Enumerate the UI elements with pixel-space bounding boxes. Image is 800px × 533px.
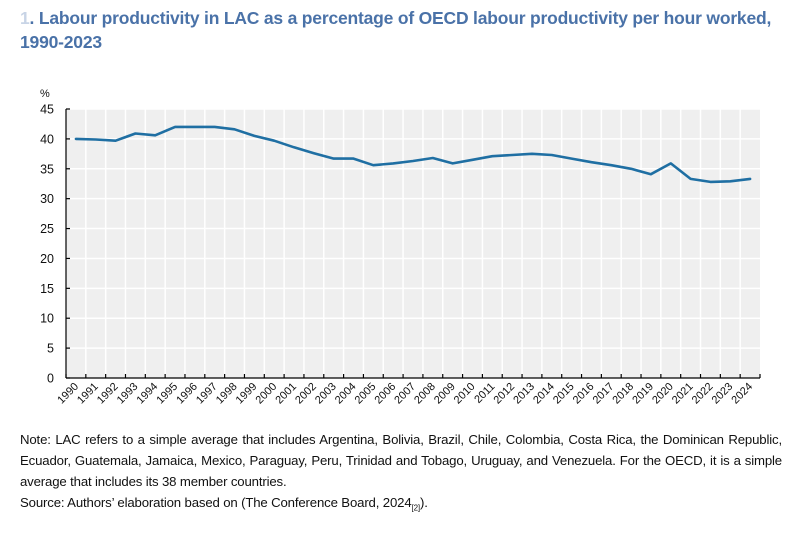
source-ref: [2] (411, 503, 421, 513)
gridlines (66, 108, 760, 378)
x-tick-label: 2000 (254, 381, 280, 407)
plot-area (66, 109, 760, 378)
x-tick-label: 2018 (610, 381, 636, 407)
x-tick-label: 2022 (690, 381, 716, 407)
x-tick-label: 2013 (511, 381, 537, 407)
x-tick-label: 2003 (313, 381, 339, 407)
y-axis-label: % (40, 88, 50, 100)
source-close: ). (419, 495, 428, 510)
x-tick-label: 1994 (135, 381, 161, 407)
y-tick-label: 45 (40, 103, 54, 117)
y-tick-label: 5 (47, 342, 54, 356)
y-tick-label: 0 (47, 372, 54, 386)
x-tick-label: 1999 (234, 381, 260, 407)
x-axis: 1990199119921993199419951996199719981999… (55, 374, 761, 407)
y-tick-label: 25 (40, 222, 54, 236)
y-tick-label: 15 (40, 282, 54, 296)
chart-note: Note: LAC refers to a simple average tha… (20, 429, 782, 492)
x-tick-label: 2017 (591, 381, 617, 407)
x-tick-label: 1991 (75, 381, 101, 407)
x-tick-label: 2002 (293, 381, 319, 407)
x-tick-label: 2019 (630, 381, 656, 407)
x-tick-label: 2016 (571, 381, 597, 407)
x-tick-label: 2009 (432, 381, 458, 407)
chart-source: Source: Authors’ elaboration based on (T… (20, 492, 428, 519)
x-tick-label: 2010 (452, 381, 478, 407)
x-tick-label: 2008 (412, 381, 438, 407)
x-tick-label: 2015 (551, 381, 577, 407)
y-tick-label: 20 (40, 252, 54, 266)
x-tick-label: 2011 (472, 381, 497, 406)
y-tick-label: 35 (40, 162, 54, 176)
note-text: Note: LAC refers to a simple average tha… (20, 432, 782, 489)
x-tick-label: 2006 (372, 381, 398, 407)
x-tick-label: 2012 (491, 381, 517, 407)
x-tick-label: 2023 (710, 381, 736, 407)
x-tick-label: 1997 (194, 381, 220, 407)
x-tick-label: 1993 (115, 381, 141, 407)
x-tick-label: 2001 (273, 381, 299, 407)
x-tick-label: 1998 (214, 381, 240, 407)
y-tick-label: 10 (40, 312, 54, 326)
x-tick-label: 1992 (95, 381, 121, 407)
y-tick-label: 40 (40, 132, 54, 146)
x-tick-label: 2020 (650, 381, 676, 407)
y-axis: 0 5 10 15 20 25 30 35 40 45 (40, 103, 70, 386)
x-tick-label: 1990 (55, 381, 81, 407)
x-tick-label: 2005 (353, 381, 379, 407)
x-tick-label: 2021 (670, 381, 696, 407)
chart-title: 1. Labour productivity in LAC as a perce… (20, 6, 790, 54)
source-text: Source: Authors’ elaboration based on (T… (20, 495, 412, 510)
y-tick-label: 30 (40, 192, 54, 206)
x-tick-label: 1995 (154, 381, 180, 407)
x-tick-label: 2024 (729, 381, 755, 407)
x-tick-label: 2014 (531, 381, 557, 407)
x-tick-label: 2007 (392, 381, 418, 407)
x-tick-label: 2004 (333, 381, 359, 407)
chart-title-text: . Labour productivity in LAC as a percen… (20, 8, 772, 52)
x-tick-label: 1996 (174, 381, 200, 407)
figure-number: 1 (20, 8, 30, 28)
series-group (74, 125, 752, 184)
